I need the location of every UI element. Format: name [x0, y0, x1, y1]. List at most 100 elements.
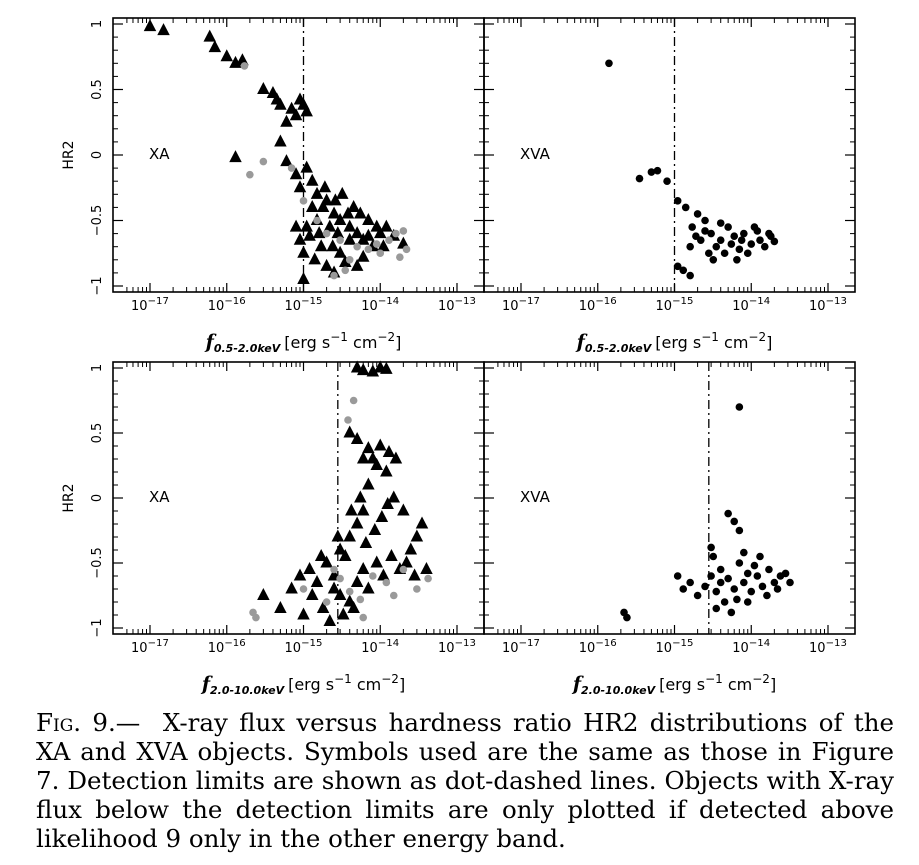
- figure-panels: 10−17 10−16 10−15 10−14 10−13 −1 −0.5 0 0.5 1 HR2 X…: [61, 17, 856, 697]
- data-point: [786, 578, 794, 587]
- data-point: [389, 451, 403, 464]
- data-point: [750, 223, 759, 231]
- y-tick-label: 0.5: [90, 423, 105, 444]
- panel-label: XA: [149, 145, 170, 163]
- data-point: [320, 555, 333, 568]
- data-point: [392, 229, 400, 238]
- data-point: [333, 213, 347, 226]
- data-point: [686, 578, 694, 587]
- data-point: [692, 232, 700, 241]
- data-point: [377, 568, 390, 581]
- data-point: [350, 516, 364, 529]
- y-axis-label: HR2: [61, 140, 77, 169]
- panel-bottom-left: 10−17 10−16 10−15 10−14 10−13 −1 −0.5 0 0.5 1 HR2 X…: [61, 360, 485, 697]
- data-point: [709, 255, 718, 264]
- data-point: [356, 249, 370, 262]
- data-point: [336, 236, 344, 244]
- data-point: [336, 574, 344, 583]
- data-point: [712, 242, 721, 251]
- data-point: [341, 206, 355, 219]
- data-point: [343, 232, 356, 245]
- data-point: [257, 82, 270, 95]
- caption-fig-number: 9.—: [92, 708, 141, 737]
- data-point: [368, 523, 382, 536]
- data-point: [408, 568, 421, 581]
- data-point: [730, 232, 739, 241]
- x-tick-label: 10−17: [502, 638, 540, 656]
- data-point: [362, 228, 375, 241]
- x-tick-label: 10−13: [809, 296, 847, 314]
- y-tick-label: 0: [90, 494, 105, 502]
- data-point: [220, 49, 233, 62]
- data-point: [356, 451, 370, 464]
- data-point: [681, 203, 690, 212]
- figure-caption: Fig. 9.— X-ray flux versus hardness rati…: [36, 708, 894, 853]
- data-point: [305, 173, 319, 186]
- data-point: [370, 458, 383, 471]
- data-point: [316, 199, 330, 212]
- panel-label: XA: [149, 488, 170, 506]
- data-point: [314, 549, 328, 562]
- data-point: [343, 219, 356, 232]
- data-point: [370, 219, 383, 232]
- y-tick-label: −1: [90, 618, 105, 637]
- data-point: [375, 510, 389, 523]
- data-point: [305, 199, 319, 212]
- data-point: [663, 177, 671, 185]
- data-point: [308, 252, 321, 265]
- data-point: [760, 242, 769, 251]
- series-triangle: [257, 360, 433, 627]
- data-point: [297, 272, 310, 285]
- data-point: [413, 585, 421, 593]
- data-point: [673, 262, 682, 271]
- data-point: [385, 236, 393, 244]
- x-tick-label: 10−17: [502, 296, 540, 314]
- data-point: [362, 581, 375, 594]
- caption-fig-label: Fig.: [36, 708, 82, 737]
- data-point: [735, 559, 744, 567]
- data-point: [345, 255, 354, 264]
- data-point: [380, 219, 393, 232]
- data-point: [770, 578, 779, 587]
- series-circle: [240, 62, 411, 280]
- data-point: [336, 186, 349, 199]
- data-point: [743, 569, 752, 578]
- data-point: [724, 223, 732, 231]
- data-point: [366, 364, 380, 377]
- data-point: [370, 555, 383, 568]
- data-point: [274, 97, 287, 110]
- data-point: [735, 526, 744, 535]
- data-point: [143, 19, 157, 32]
- data-point: [327, 581, 341, 594]
- data-point: [730, 585, 739, 593]
- data-point: [382, 578, 391, 587]
- data-point: [374, 438, 387, 451]
- data-point: [274, 134, 287, 147]
- data-point: [380, 464, 393, 477]
- data-point: [313, 216, 321, 225]
- data-point: [289, 108, 303, 121]
- x-tick-label: 10−15: [656, 296, 694, 314]
- data-point: [343, 425, 356, 438]
- data-point: [289, 219, 303, 232]
- data-point: [693, 591, 702, 600]
- data-point: [331, 529, 345, 542]
- data-point: [310, 186, 324, 199]
- data-point: [299, 197, 308, 205]
- data-point: [758, 582, 767, 591]
- data-point: [322, 598, 331, 606]
- data-point: [733, 595, 741, 604]
- data-point: [623, 613, 631, 622]
- data-point: [287, 164, 296, 172]
- data-point: [323, 614, 337, 627]
- data-point: [289, 167, 303, 180]
- data-point: [400, 555, 413, 568]
- data-point: [424, 574, 432, 583]
- data-point: [701, 216, 709, 225]
- x-axis-label: f2.0-10.0keV [erg s−1 cm−2]: [571, 672, 776, 697]
- data-point: [402, 245, 411, 254]
- data-point: [293, 568, 307, 581]
- data-point: [688, 223, 696, 231]
- data-point: [349, 396, 358, 405]
- data-point: [396, 253, 404, 261]
